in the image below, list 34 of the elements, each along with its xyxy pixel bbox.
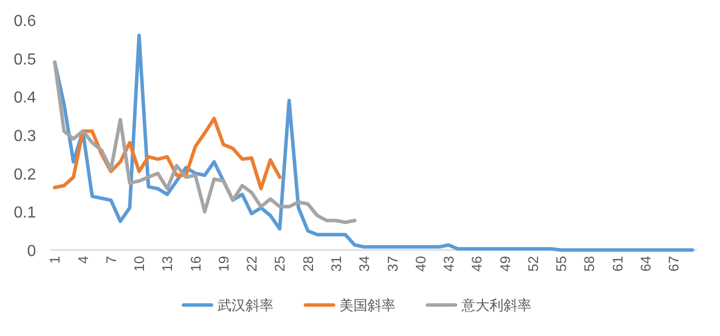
y-tick-label: 0.2	[14, 166, 36, 184]
y-tick-label: 0.3	[14, 128, 36, 145]
x-tick-label: 1	[46, 256, 63, 264]
x-tick-label: 46	[468, 256, 485, 272]
x-tick-label: 67	[666, 256, 682, 272]
y-tick-label: 0.6	[14, 13, 36, 30]
y-tick-label: 0.4	[14, 90, 36, 107]
x-tick-label: 52	[524, 256, 541, 272]
x-tick-label: 10	[131, 256, 148, 272]
legend-label: 美国斜率	[340, 297, 396, 313]
x-tick-label: 43	[440, 256, 457, 272]
x-tick-label: 16	[187, 256, 204, 272]
x-tick-label: 7	[102, 256, 119, 264]
x-tick-label: 61	[609, 256, 626, 272]
x-tick-label: 37	[384, 256, 400, 272]
x-tick-label: 19	[215, 256, 232, 272]
y-tick-label: 0	[27, 243, 36, 260]
x-tick-label: 22	[244, 256, 260, 272]
y-tick-label: 0.1	[14, 204, 36, 222]
x-tick-label: 40	[412, 256, 428, 272]
x-tick-label: 25	[272, 256, 288, 272]
legend-label: 武汉斜率	[218, 297, 274, 313]
x-tick-label: 64	[637, 256, 654, 272]
line-series	[52, 60, 356, 224]
y-tick-label: 0.5	[14, 51, 36, 68]
x-tick-label: 49	[496, 256, 513, 272]
x-tick-label: 13	[159, 256, 176, 272]
x-tick-label: 4	[74, 256, 91, 264]
legend-label: 意大利斜率	[460, 297, 532, 313]
x-tick-label: 28	[300, 256, 316, 272]
x-tick-label: 58	[581, 256, 598, 272]
x-tick-label: 55	[553, 256, 570, 272]
x-tick-label: 31	[328, 256, 344, 272]
x-tick-label: 34	[356, 256, 372, 272]
